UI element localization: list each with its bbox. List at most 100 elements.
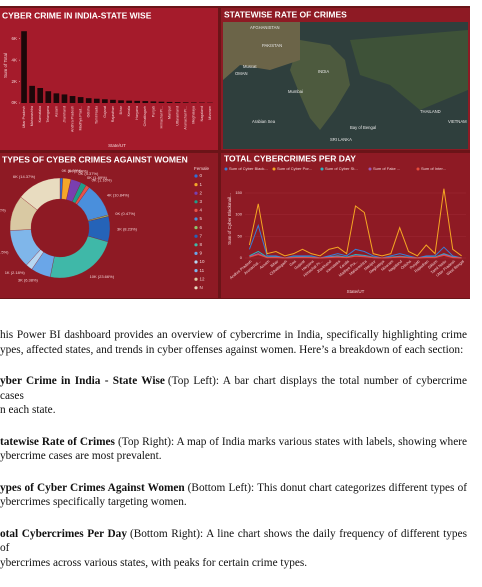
legend-swatch — [194, 226, 197, 229]
x-tick-label: Meghalaya — [192, 106, 196, 124]
y-tick-label: 4K — [11, 57, 17, 62]
paragraph: his Power BI dashboard provides an overv… — [0, 328, 467, 357]
data-label: 6K (14.37%) — [13, 174, 36, 179]
x-tick-label: Punjab — [151, 106, 155, 117]
x-tick-label: Telangana — [46, 106, 50, 123]
map-label: OMAN — [235, 71, 248, 76]
map-label: Mumbai — [288, 89, 303, 94]
heading: tatewise Rate of Crimes — [0, 436, 115, 448]
text-line: ybercrimes across various states, with p… — [0, 556, 467, 571]
text-line: ypes of Cyber Crimes Against Women(Botto… — [0, 481, 467, 496]
x-tick-label: Uttarakhand — [176, 106, 180, 126]
legend-title: Female — [194, 166, 210, 171]
paragraph: ypes of Cyber Crimes Against Women(Botto… — [0, 481, 467, 510]
x-tick-label: Jharkhand — [62, 106, 66, 123]
bar — [78, 97, 84, 103]
text-line: tatewise Rate of Crimes(Top Right): A ma… — [0, 435, 467, 450]
data-label: 3K (8.23%) — [117, 226, 138, 231]
legend-label: Sum of Fake ... — [373, 166, 400, 171]
x-tick-label: Rajasthan — [111, 106, 115, 122]
map-label: PAKISTAN — [262, 43, 282, 48]
bar — [54, 93, 60, 103]
bar — [134, 101, 140, 103]
map-label: Arabian Sea — [252, 119, 276, 124]
data-label: 4K (10.84%) — [107, 193, 130, 198]
bar — [45, 91, 51, 103]
bar — [94, 99, 100, 103]
text-line: yber Crime in India - State Wise(Top Lef… — [0, 374, 467, 403]
data-label: 10K (23.66%) — [90, 274, 115, 279]
bar — [118, 100, 124, 103]
bar — [37, 88, 43, 103]
data-label: 0K (1.16%) — [92, 178, 113, 183]
bar — [86, 98, 92, 103]
y-axis-title: Sum of Cyber Blackmail... — [227, 193, 232, 245]
data-label: 5K (12.5%) — [0, 249, 9, 254]
x-tick-label: Andhra Pradesh — [70, 106, 74, 132]
chart-title: STATEWISE RATE OF CRIMES — [224, 9, 347, 19]
y-tick-label: 0K — [11, 100, 17, 105]
x-tick-label: Chhattisgarh — [143, 106, 147, 126]
map-label: INDIA — [318, 69, 329, 74]
text: n each state. — [0, 404, 56, 416]
x-tick-label: Mizoram — [208, 106, 212, 120]
x-tick-label: Himachal Pr... — [159, 106, 163, 128]
legend-label: N — [200, 285, 203, 290]
x-axis-title: State/UT — [108, 143, 126, 148]
legend-swatch — [194, 209, 197, 212]
legend-swatch — [321, 168, 324, 171]
bar — [110, 100, 116, 103]
x-axis-title: State/UT — [347, 289, 365, 294]
x-tick-label: Odisha — [87, 106, 91, 117]
map-label: THAILAND — [420, 109, 441, 114]
paragraph: yber Crime in India - State Wise(Top Lef… — [0, 374, 467, 418]
y-tick-label: 150 — [235, 190, 242, 195]
text: ybercrimes specifically targeting women. — [0, 496, 187, 508]
legend-swatch — [417, 168, 420, 171]
legend-swatch — [194, 278, 197, 281]
x-tick-label: Maharashtra — [30, 106, 34, 126]
y-tick-label: 6K — [11, 36, 17, 41]
heading: yber Crime in India - State Wise — [0, 375, 165, 387]
legend-swatch — [194, 286, 197, 289]
text: ybercrime cases are most prevalent. — [0, 450, 162, 462]
chart-title: TYPES OF CYBER CRIMES AGAINST WOMEN — [2, 154, 188, 164]
paragraph: otal Cybercrimes Per Day(Bottom Right): … — [0, 527, 467, 571]
x-tick-label: Haryana — [135, 106, 139, 120]
paragraph: tatewise Rate of Crimes(Top Right): A ma… — [0, 435, 467, 464]
legend-swatch — [194, 269, 197, 272]
bar — [62, 94, 68, 103]
legend-swatch — [194, 174, 197, 177]
y-tick-label: 100 — [235, 212, 242, 217]
x-tick-label: Madhya Prad... — [79, 106, 83, 130]
legend-swatch — [273, 168, 276, 171]
legend-swatch — [194, 260, 197, 263]
legend-swatch — [194, 235, 197, 238]
bar — [167, 102, 173, 103]
text: his Power BI dashboard provides an overv… — [0, 329, 467, 341]
bar — [191, 102, 197, 103]
x-tick-label: Kerala — [127, 106, 131, 116]
bar — [151, 101, 157, 103]
bar — [126, 101, 132, 103]
bar — [159, 102, 165, 103]
data-label: 1K (11.42%) — [0, 208, 6, 213]
legend-label: Sum of Cyber Por... — [277, 166, 312, 171]
bar — [175, 102, 181, 103]
legend-swatch — [369, 168, 372, 171]
text-line: ypes, affected states, and trends in cyb… — [0, 343, 467, 358]
text: (Top Right): A map of India marks variou… — [118, 436, 467, 448]
map-label: Bay of Bengal — [350, 125, 376, 130]
document: his Power BI dashboard provides an overv… — [0, 328, 467, 587]
legend-swatch — [194, 192, 197, 195]
legend-label: 12 — [200, 276, 206, 281]
legend-label: Sum of Cyber St... — [325, 166, 358, 171]
bar — [183, 102, 189, 103]
x-tick-label: Uttar Pradesh — [22, 106, 26, 128]
legend-label: 10 — [200, 259, 206, 264]
text-line: his Power BI dashboard provides an overv… — [0, 328, 467, 343]
x-tick-label: Nagaland — [200, 106, 204, 121]
bar — [21, 31, 27, 103]
data-label: 1K (2.18%) — [5, 270, 26, 275]
